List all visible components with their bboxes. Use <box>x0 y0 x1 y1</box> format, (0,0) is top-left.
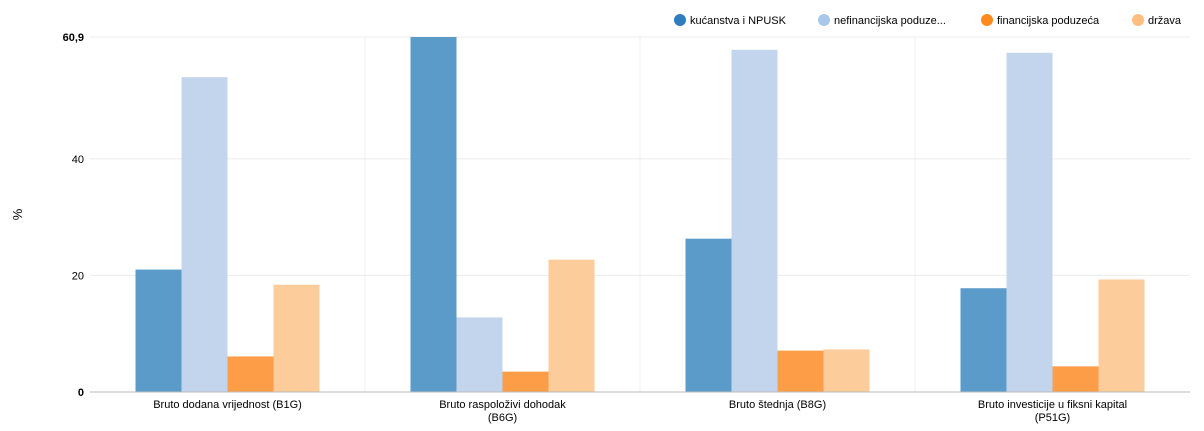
bar-0-3[interactable] <box>960 288 1007 392</box>
x-tick-label: Bruto investicije u fiksni kapital <box>978 399 1127 411</box>
bar-2-0[interactable] <box>227 356 274 392</box>
y-axis-title: % <box>10 208 25 220</box>
y-tick-label: 40 <box>72 154 84 166</box>
x-tick-label: (B6G) <box>488 412 517 424</box>
legend-marker-2[interactable] <box>981 14 993 26</box>
legend-label-0[interactable]: kućanstva i NPUSK <box>690 15 787 27</box>
bar-3-3[interactable] <box>1098 279 1145 392</box>
bar-1-1[interactable] <box>456 317 503 392</box>
bar-1-3[interactable] <box>1006 52 1053 392</box>
bar-3-1[interactable] <box>548 259 595 392</box>
x-tick-label: Bruto raspoloživi dohodak <box>439 399 566 411</box>
legend-label-1[interactable]: nefinancijska poduze... <box>834 15 946 27</box>
x-tick-label: Bruto štednja (B8G) <box>729 399 826 411</box>
y-tick-label: 20 <box>72 270 84 282</box>
bar-2-3[interactable] <box>1052 366 1099 392</box>
y-tick-label: 60,9 <box>63 32 84 44</box>
legend-marker-1[interactable] <box>818 14 830 26</box>
bar-0-2[interactable] <box>685 238 732 392</box>
legend-label-3[interactable]: država <box>1148 15 1182 27</box>
bar-3-0[interactable] <box>273 284 320 392</box>
x-tick-label: Bruto dodana vrijednost (B1G) <box>153 399 302 411</box>
bar-3-2[interactable] <box>823 349 870 392</box>
legend-marker-3[interactable] <box>1132 14 1144 26</box>
bar-0-1[interactable] <box>410 37 457 392</box>
bar-2-1[interactable] <box>502 371 549 392</box>
legend-label-2[interactable]: financijska poduzeća <box>997 15 1100 27</box>
bar-1-2[interactable] <box>731 49 778 392</box>
bar-2-2[interactable] <box>777 350 824 392</box>
bar-0-0[interactable] <box>135 269 182 392</box>
x-tick-label: (P51G) <box>1035 412 1070 424</box>
bar-1-0[interactable] <box>181 77 228 392</box>
y-tick-label: 0 <box>78 387 84 399</box>
legend-marker-0[interactable] <box>674 14 686 26</box>
